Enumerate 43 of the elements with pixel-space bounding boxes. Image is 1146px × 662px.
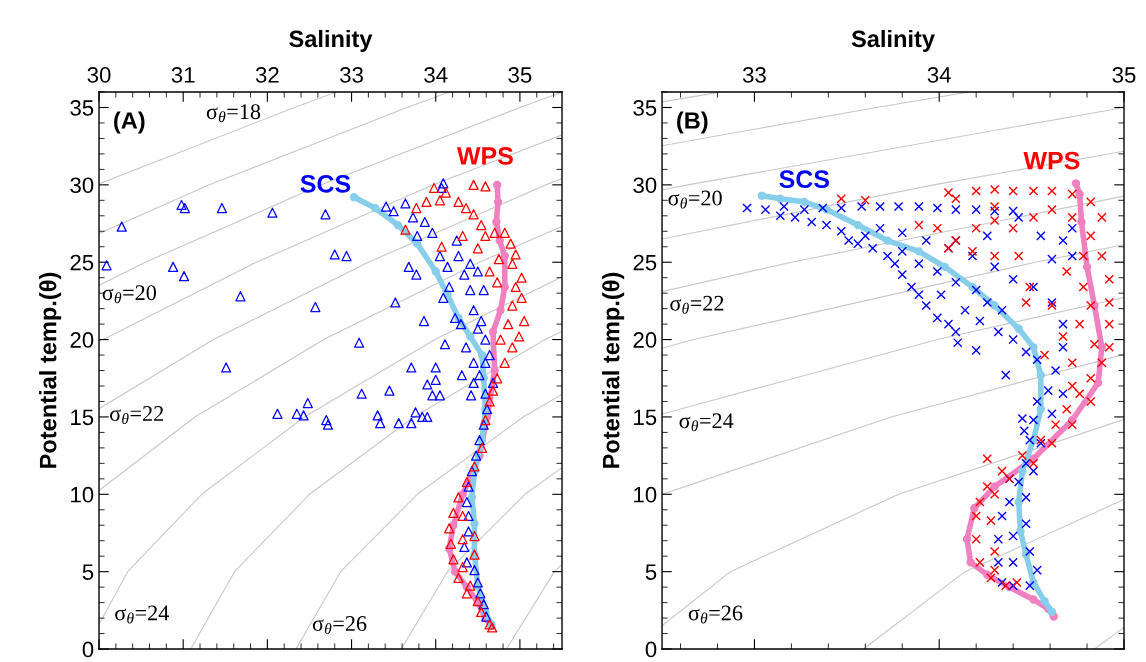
series-label: SCS — [779, 170, 830, 188]
y-tick-label: 25 — [633, 254, 657, 271]
x-tick-label: 34 — [927, 67, 951, 83]
y-tick-label: 20 — [633, 332, 657, 348]
y-tick-label: 10 — [634, 486, 657, 503]
y-tick-label: 0 — [82, 641, 94, 658]
series-label: SCS — [300, 174, 351, 193]
x-tick-label: 34 — [424, 67, 448, 83]
y-tick-label: 35 — [70, 100, 94, 116]
annotation: σ$_{θ}$=26 — [688, 605, 743, 624]
x-tick-label: 31 — [171, 67, 195, 83]
y-tick-label: 15 — [634, 409, 657, 426]
x-tick-label: 35 — [1112, 67, 1136, 83]
y-tick-label: 5 — [82, 564, 94, 580]
annotation: σ$_{θ}$=26 — [312, 616, 367, 635]
x-tick-label: 33 — [742, 67, 766, 83]
x-tick-label: 33 — [340, 67, 363, 83]
y-axis-title: Potential temp.(θ) — [602, 272, 625, 468]
annotation: (B) — [677, 111, 708, 134]
y-tick-label: 0 — [645, 641, 657, 658]
y-tick-label: 25 — [70, 254, 94, 271]
annotation: σ$_{θ}$=24 — [115, 605, 170, 624]
annotation: σ$_{θ}$=20 — [102, 285, 157, 304]
x-tick-label: 32 — [255, 67, 279, 83]
y-tick-label: 35 — [633, 100, 657, 116]
annotation: σ$_{θ}$=18 — [206, 104, 261, 123]
y-tick-label: 20 — [70, 332, 94, 348]
annotation: σ$_{θ}$=24 — [679, 413, 734, 432]
annotation: σ$_{θ}$=22 — [670, 295, 724, 314]
series-label: WPS — [456, 147, 513, 165]
y-tick-label: 30 — [633, 177, 657, 194]
y-tick-label: 15 — [71, 409, 94, 426]
annotation: σ$_{θ}$=20 — [668, 190, 722, 209]
x-tick-label: 35 — [508, 67, 532, 83]
y-tick-label: 5 — [645, 564, 657, 580]
y-axis-title: Potential temp.(θ) — [39, 272, 62, 468]
annotation: σ$_{θ}$=22 — [110, 406, 164, 425]
x-axis-title: Salinity — [851, 29, 935, 52]
series-label: WPS — [1023, 151, 1080, 170]
annotation: (A) — [114, 111, 145, 134]
y-tick-label: 10 — [71, 486, 94, 503]
y-tick-label: 30 — [70, 177, 94, 194]
x-axis-title: Salinity — [289, 29, 373, 52]
